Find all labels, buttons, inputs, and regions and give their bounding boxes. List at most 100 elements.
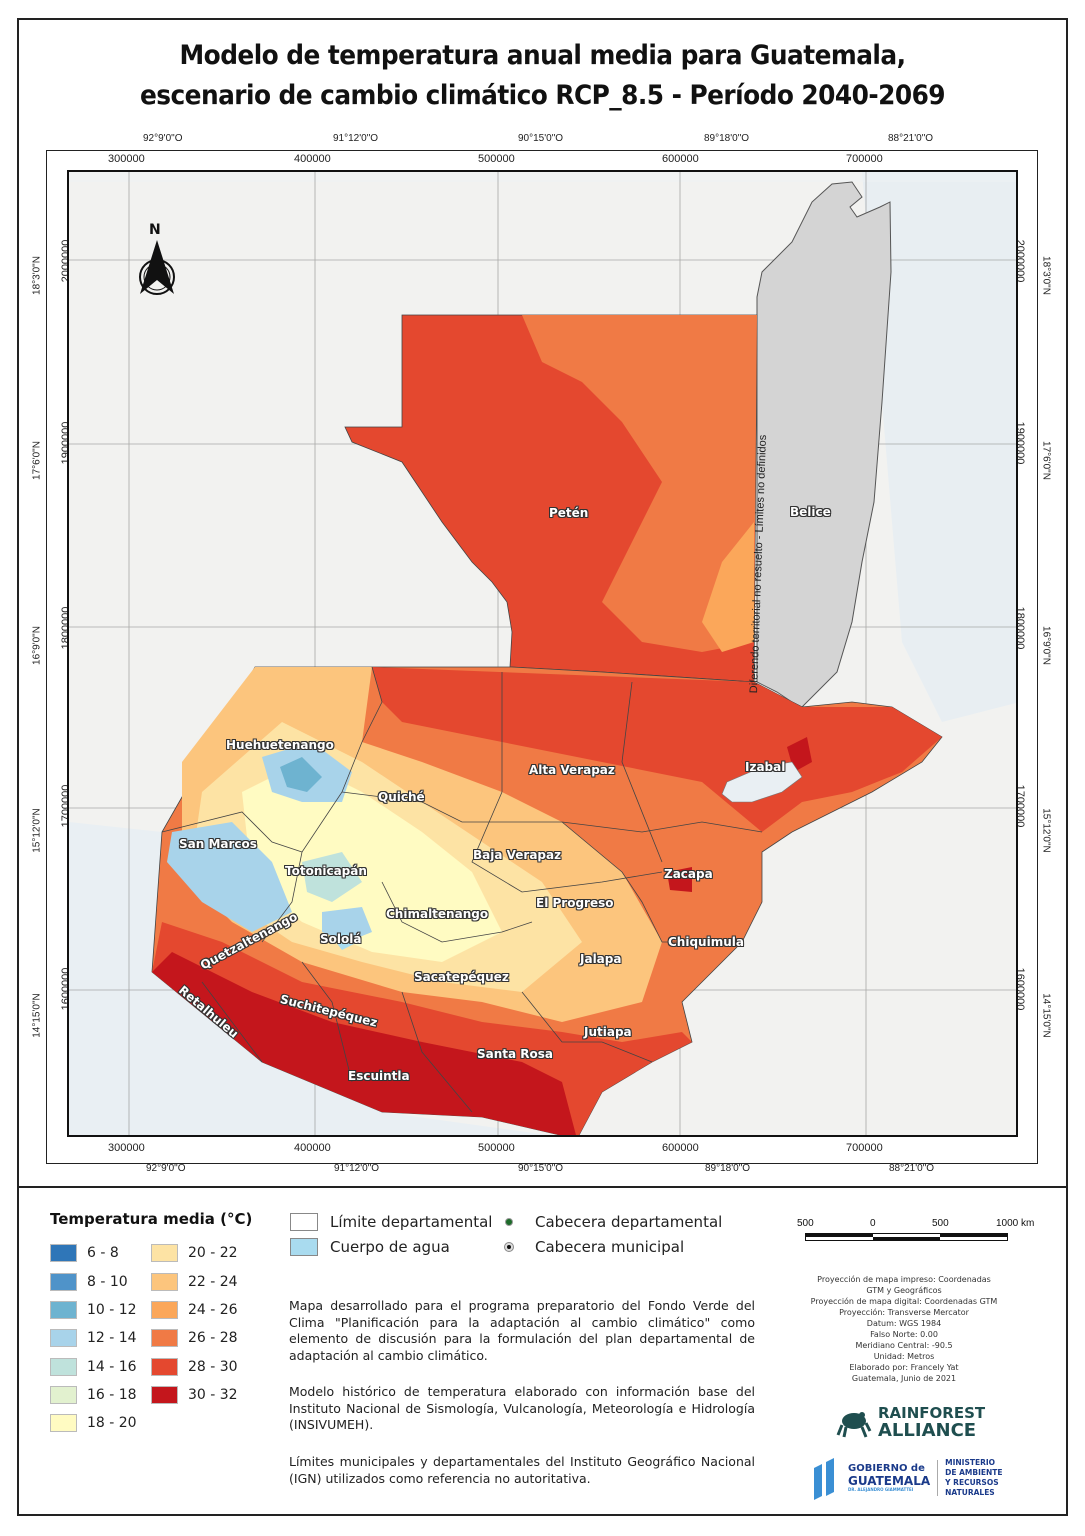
easting-tick-top: 700000 xyxy=(846,153,883,165)
legend-class: 26 - 28 xyxy=(151,1328,238,1348)
easting-tick-bottom: 300000 xyxy=(108,1142,145,1154)
legend-swatch xyxy=(50,1386,77,1404)
legend-swatch xyxy=(50,1358,77,1376)
logo-text: NATURALES xyxy=(945,1488,995,1497)
legend-label: 26 - 28 xyxy=(188,1330,238,1346)
title-line-2: escenario de cambio climático RCP_8.5 - … xyxy=(139,80,946,111)
legend-class: 6 - 8 xyxy=(50,1243,119,1263)
legend-label: 8 - 10 xyxy=(87,1274,128,1290)
guatemala-flag-bars-icon xyxy=(814,1458,834,1500)
legend-swatch xyxy=(50,1273,77,1291)
dept-label-peten: Petén xyxy=(549,506,589,520)
dept-label-huehuetenango: Huehuetenango xyxy=(226,738,334,752)
legend-class: 24 - 26 xyxy=(151,1300,238,1320)
legend-swatch xyxy=(50,1244,77,1262)
legend-swatch xyxy=(151,1244,178,1262)
lat-tick-left: 17°6'0"N xyxy=(31,441,43,480)
dept-label-belice: Belice xyxy=(790,505,831,519)
easting-tick-top: 400000 xyxy=(294,153,331,165)
projection-line: Proyección de mapa impreso: Coordenadas xyxy=(817,1275,991,1284)
projection-line: Proyección: Transverse Mercator xyxy=(839,1308,969,1317)
scale-bar xyxy=(805,1233,1008,1241)
projection-line: Proyección de mapa digital: Coordenadas … xyxy=(810,1297,998,1306)
projection-line: Falso Norte: 0.00 xyxy=(870,1330,938,1339)
logo-separator xyxy=(937,1460,939,1496)
legend-symbol-dept-capital: Cabecera departamental xyxy=(505,1213,722,1231)
logo-text: GUATEMALA xyxy=(848,1474,931,1488)
lat-tick-right: 14°15'0"N xyxy=(1040,993,1052,1038)
lon-tick-bottom: 90°15'0"O xyxy=(518,1163,564,1174)
description-paragraph-1: Mapa desarrollado para el programa prepa… xyxy=(289,1298,755,1363)
lat-tick-right: 17°6'0"N xyxy=(1040,441,1052,480)
lon-tick-bottom: 88°21'0"O xyxy=(889,1163,935,1174)
map-canvas[interactable] xyxy=(67,170,1018,1137)
legend-title: Temperatura media (°C) xyxy=(50,1210,253,1228)
logo-text: DE AMBIENTE xyxy=(945,1468,1003,1477)
legend-class: 14 - 16 xyxy=(50,1357,137,1377)
legend-symbol-muni-capital: Cabecera municipal xyxy=(505,1238,684,1256)
symbol-label: Cabecera municipal xyxy=(535,1238,685,1256)
scale-label: 500 xyxy=(797,1218,814,1229)
legend-swatch xyxy=(151,1358,178,1376)
legend-class: 22 - 24 xyxy=(151,1272,238,1292)
legend-swatch xyxy=(50,1301,77,1319)
projection-line: Elaborado por: Francely Yat xyxy=(849,1363,959,1372)
legend-class: 10 - 12 xyxy=(50,1300,137,1320)
title-line-1: Modelo de temperatura anual media para G… xyxy=(179,40,907,71)
lon-tick-top: 89°18'0"O xyxy=(704,133,750,144)
outer-frame xyxy=(17,18,1068,1516)
lon-tick-top: 88°21'0"O xyxy=(888,133,934,144)
boundary-swatch-icon xyxy=(290,1213,318,1231)
lon-tick-bottom: 92°9'0"O xyxy=(146,1163,186,1174)
temperature-map-svg xyxy=(69,172,1016,1135)
legend-swatch xyxy=(50,1329,77,1347)
easting-tick-bottom: 600000 xyxy=(662,1142,699,1154)
lat-tick-left: 14°15'0"N xyxy=(31,993,43,1038)
lat-tick-right: 15°12'0"N xyxy=(1040,808,1052,853)
description-paragraph-3: Límites municipales y departamentales de… xyxy=(289,1454,755,1486)
lon-tick-top: 90°15'0"O xyxy=(518,133,564,144)
rainforest-alliance-logo: RAINFOREST ALLIANCE xyxy=(836,1400,986,1445)
projection-line: Guatemala, Junio de 2021 xyxy=(851,1374,957,1383)
legend-label: 28 - 30 xyxy=(188,1359,238,1375)
dept-label-baja-verapaz: Baja Verapaz xyxy=(473,848,562,862)
legend-swatch xyxy=(151,1273,178,1291)
legend-label: 6 - 8 xyxy=(87,1245,119,1261)
lat-tick-left: 16°9'0"N xyxy=(31,626,43,665)
muni-capital-dot-icon xyxy=(505,1243,513,1251)
logo-text: DR. ALEJANDRO GIAMMATTEI xyxy=(848,1487,914,1492)
dept-label-santa-rosa: Santa Rosa xyxy=(477,1047,554,1061)
north-letter: N xyxy=(149,222,161,238)
legend-swatch xyxy=(151,1301,178,1319)
legend-label: 22 - 24 xyxy=(188,1274,238,1290)
map-title: Modelo de temperatura anual media para G… xyxy=(62,36,1023,116)
legend-divider xyxy=(17,1186,1068,1188)
legend-label: 16 - 18 xyxy=(87,1387,137,1403)
dept-label-quiche: Quiché xyxy=(378,790,425,804)
dept-label-el-progreso: El Progreso xyxy=(536,896,614,910)
dept-label-chiquimula: Chiquimula xyxy=(668,935,744,949)
legend-class: 8 - 10 xyxy=(50,1272,128,1292)
logo-text: ALLIANCE xyxy=(878,1420,977,1441)
logo-text: MINISTERIO xyxy=(945,1458,996,1467)
legend-label: 14 - 16 xyxy=(87,1359,137,1375)
dept-label-san-marcos: San Marcos xyxy=(179,837,257,851)
easting-tick-bottom: 400000 xyxy=(294,1142,331,1154)
lat-tick-right: 18°3'0"N xyxy=(1040,256,1052,295)
logo-text: GOBIERNO de xyxy=(848,1463,925,1474)
legend-class: 20 - 22 xyxy=(151,1243,238,1263)
water-swatch-icon xyxy=(290,1238,318,1256)
gobierno-guatemala-logo: GOBIERNO de GUATEMALA DR. ALEJANDRO GIAM… xyxy=(812,1456,1012,1500)
projection-info: Proyección de mapa impreso: Coordenadas … xyxy=(783,1274,1025,1384)
projection-line: GTM y Geográficos xyxy=(866,1286,942,1295)
dept-label-chimaltenango: Chimaltenango xyxy=(386,907,489,921)
easting-tick-bottom: 700000 xyxy=(846,1142,883,1154)
legend-swatch xyxy=(50,1414,77,1432)
dept-label-zacapa: Zacapa xyxy=(664,867,713,881)
lat-tick-left: 18°3'0"N xyxy=(31,256,43,295)
logo-text: Y RECURSOS xyxy=(945,1478,999,1487)
map-outer-frame xyxy=(46,150,1038,1164)
north-arrow-icon xyxy=(139,240,175,295)
description-paragraph-2: Modelo histórico de temperatura elaborad… xyxy=(289,1384,755,1432)
legend-label: 30 - 32 xyxy=(188,1387,238,1403)
